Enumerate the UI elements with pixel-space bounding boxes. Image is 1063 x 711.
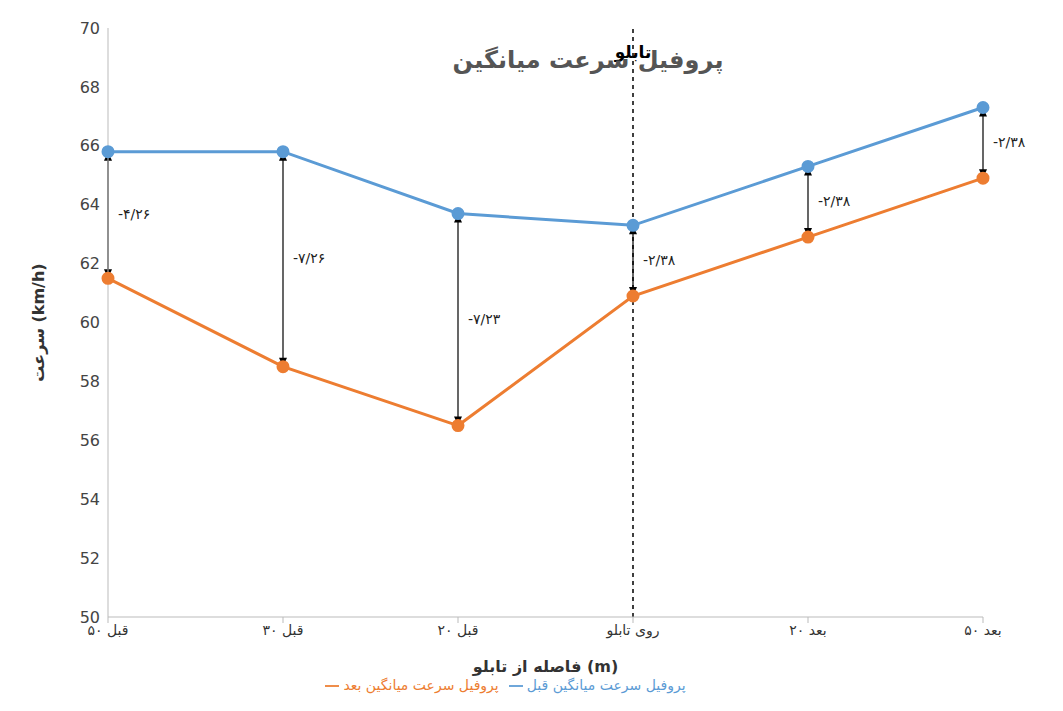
svg-text:-۷/۲۶: -۷/۲۶ [293,250,325,266]
svg-text:52: 52 [80,549,100,568]
svg-text:۲۰ بعد: ۲۰ بعد [789,622,827,638]
svg-text:66: 66 [80,136,100,155]
svg-text:۳۰ قبل: ۳۰ قبل [262,622,303,638]
svg-text:تابلو: تابلو [614,42,652,63]
svg-text:54: 54 [80,490,100,509]
svg-text:۲۰ قبل: ۲۰ قبل [437,622,478,638]
svg-text:-۲/۳۸: -۲/۳۸ [993,134,1026,150]
svg-text:فاصله از تابلو (m): فاصله از تابلو (m) [472,657,618,676]
svg-text:70: 70 [80,19,100,38]
svg-text:62: 62 [80,254,100,273]
svg-text:-۲/۳۸: -۲/۳۸ [818,193,851,209]
svg-text:56: 56 [80,431,100,450]
svg-text:50: 50 [80,608,100,627]
svg-text:روی تابلو: روی تابلو [606,622,660,639]
svg-text:64: 64 [80,195,100,214]
svg-text:58: 58 [80,372,100,391]
svg-text:-۴/۲۶: -۴/۲۶ [118,206,150,222]
svg-text:68: 68 [80,78,100,97]
svg-text:60: 60 [80,313,100,332]
svg-text:-۷/۲۳: -۷/۲۳ [468,311,501,327]
svg-text:سرعت (km/h): سرعت (km/h) [29,263,48,381]
svg-text:۵۰ بعد: ۵۰ بعد [964,622,1002,638]
svg-text:-۲/۳۸: -۲/۳۸ [643,252,676,268]
